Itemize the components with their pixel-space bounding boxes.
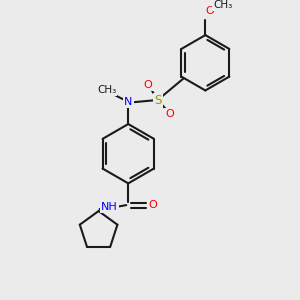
Text: N: N xyxy=(124,97,132,107)
Text: O: O xyxy=(144,80,152,89)
Text: S: S xyxy=(154,94,162,107)
Text: CH₃: CH₃ xyxy=(97,85,116,95)
Text: O: O xyxy=(205,6,214,16)
Text: CH₃: CH₃ xyxy=(214,0,233,11)
Text: NH: NH xyxy=(101,202,118,212)
Text: O: O xyxy=(165,109,174,119)
Text: O: O xyxy=(148,200,157,210)
